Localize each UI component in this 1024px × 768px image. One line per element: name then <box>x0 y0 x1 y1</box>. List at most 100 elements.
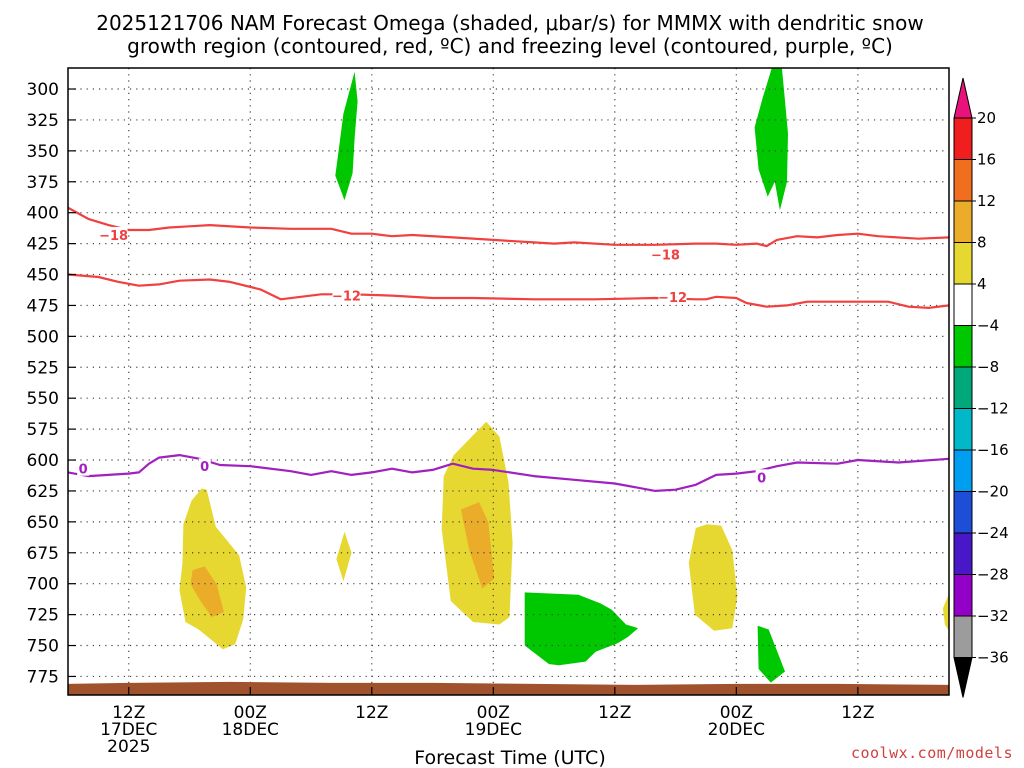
dgz-bottom-label-bg-1 <box>332 287 361 303</box>
xtick-label-24-0: 12Z <box>355 703 388 723</box>
freezing-level-label-bg-2 <box>755 469 768 485</box>
colorbar-band-10 <box>953 532 973 575</box>
colorbar-label-6: −8 <box>977 358 999 376</box>
ytick-label-500: 500 <box>27 327 59 347</box>
colorbar-label-4: 4 <box>977 275 987 293</box>
colorbar-band-5 <box>953 325 973 368</box>
xtick-label-12-0: 00Z <box>234 703 267 723</box>
dgz-top-label-0: −18 <box>99 229 128 244</box>
xtick-label-36-0: 00Z <box>477 703 510 723</box>
omega-region-6 <box>942 593 949 631</box>
colorbar-band-8 <box>953 449 973 492</box>
freezing-level-label-1: 0 <box>200 460 209 475</box>
colorbar-band-11 <box>953 574 973 617</box>
colorbar-label-10: −24 <box>977 524 1009 542</box>
omega-region-1 <box>190 566 224 618</box>
colorbar-band-12 <box>953 615 973 658</box>
xtick-label-60-0: 00Z <box>720 703 753 723</box>
plot-frame <box>67 67 950 696</box>
ytick-label-725: 725 <box>27 606 59 626</box>
colorbar-label-11: −28 <box>977 566 1009 584</box>
omega-region-8 <box>754 68 788 211</box>
colorbar-band-7 <box>953 408 973 451</box>
ytick-label-625: 625 <box>27 482 59 502</box>
colorbar-band-3 <box>953 242 973 285</box>
freezing-level-label-bg-1 <box>198 458 211 474</box>
dgz-top-label-1: −18 <box>651 249 680 264</box>
colorbar-band-4 <box>953 283 973 326</box>
ytick-label-700: 700 <box>27 575 59 595</box>
colorbar: 20 16 12 8 4 −4 −8 −12 −16 −20 −24 −28 −32 −36 <box>953 77 1009 698</box>
ytick-label-300: 300 <box>27 80 59 100</box>
omega-region-9 <box>524 592 639 666</box>
colorbar-label-8: −16 <box>977 441 1009 459</box>
freezing-level-label-bg-0 <box>77 460 90 476</box>
ytick-label-650: 650 <box>27 513 59 533</box>
dgz-top-contour <box>68 206 949 248</box>
colorbar-label-1: 16 <box>977 151 996 169</box>
ytick-label-375: 375 <box>27 173 59 193</box>
ytick-label-525: 525 <box>27 358 59 378</box>
dgz-top-label-bg-0 <box>99 226 128 242</box>
xtick-label-36-1: 19DEC <box>465 720 522 740</box>
omega-region-2 <box>336 531 352 582</box>
xtick-label-0-1: 17DEC <box>100 720 157 740</box>
ytick-label-400: 400 <box>27 204 59 224</box>
chart-title-line-1: 2025121706 NAM Forecast Omega (shaded, μ… <box>96 11 924 35</box>
ytick-label-775: 775 <box>27 667 59 687</box>
colorbar-label-0: 20 <box>977 109 996 127</box>
terrain-fill <box>68 681 949 695</box>
x-axis-label: Forecast Time (UTC) <box>414 747 605 768</box>
xtick-label-48-0: 12Z <box>598 703 631 723</box>
omega-region-5 <box>688 524 738 631</box>
xtick-label-12-1: 18DEC <box>222 720 279 740</box>
omega-region-4 <box>460 502 495 589</box>
colorbar-label-7: −12 <box>977 400 1009 418</box>
ytick-label-450: 450 <box>27 266 59 286</box>
ytick-label-750: 750 <box>27 637 59 657</box>
colorbar-label-3: 8 <box>977 234 987 252</box>
xtick-label-60-1: 20DEC <box>708 720 765 740</box>
ytick-label-325: 325 <box>27 111 59 131</box>
ytick-label-475: 475 <box>27 296 59 316</box>
colorbar-band-9 <box>953 491 973 534</box>
colorbar-band-1 <box>953 159 973 202</box>
dgz-bottom-label-2: −12 <box>658 291 687 306</box>
grid-layer <box>68 68 949 695</box>
omega-region-7 <box>335 71 358 201</box>
colorbar-band-0 <box>953 117 973 160</box>
xtick-label-0-2: 2025 <box>107 737 150 757</box>
xtick-label-72-0: 12Z <box>841 703 874 723</box>
colorbar-bottom-arrow <box>953 657 973 698</box>
y-axis: 300 325 350 375 400 425 450 475 500 525 550 575 600 6… <box>27 80 76 687</box>
colorbar-label-13: −36 <box>977 649 1009 667</box>
colorbar-band-2 <box>953 200 973 243</box>
chart-title-line-2: growth region (contoured, red, ºC) and f… <box>127 34 893 58</box>
omega-shading-layer <box>179 68 949 683</box>
xtick-label-0-0: 12Z <box>112 703 145 723</box>
ytick-label-425: 425 <box>27 235 59 255</box>
ytick-label-675: 675 <box>27 544 59 564</box>
dgz-bottom-contour <box>68 273 949 309</box>
ytick-label-350: 350 <box>27 142 59 162</box>
colorbar-label-12: −32 <box>977 607 1009 625</box>
dgz-bottom-label-bg-2 <box>658 288 687 304</box>
ytick-label-550: 550 <box>27 389 59 409</box>
colorbar-label-9: −20 <box>977 483 1009 501</box>
omega-region-10 <box>757 625 785 683</box>
colorbar-band-6 <box>953 366 973 409</box>
colorbar-label-5: −4 <box>977 317 999 335</box>
ytick-label-575: 575 <box>27 420 59 440</box>
freezing-level-label-0: 0 <box>79 463 88 478</box>
omega-region-0 <box>179 488 247 650</box>
ytick-label-600: 600 <box>27 451 59 471</box>
dgz-top-label-bg-1 <box>651 246 680 262</box>
freezing-level-label-2: 0 <box>757 471 766 486</box>
credit-link[interactable]: coolwx.com/models <box>851 744 1013 762</box>
dgz-bottom-label-1: −12 <box>332 290 361 305</box>
